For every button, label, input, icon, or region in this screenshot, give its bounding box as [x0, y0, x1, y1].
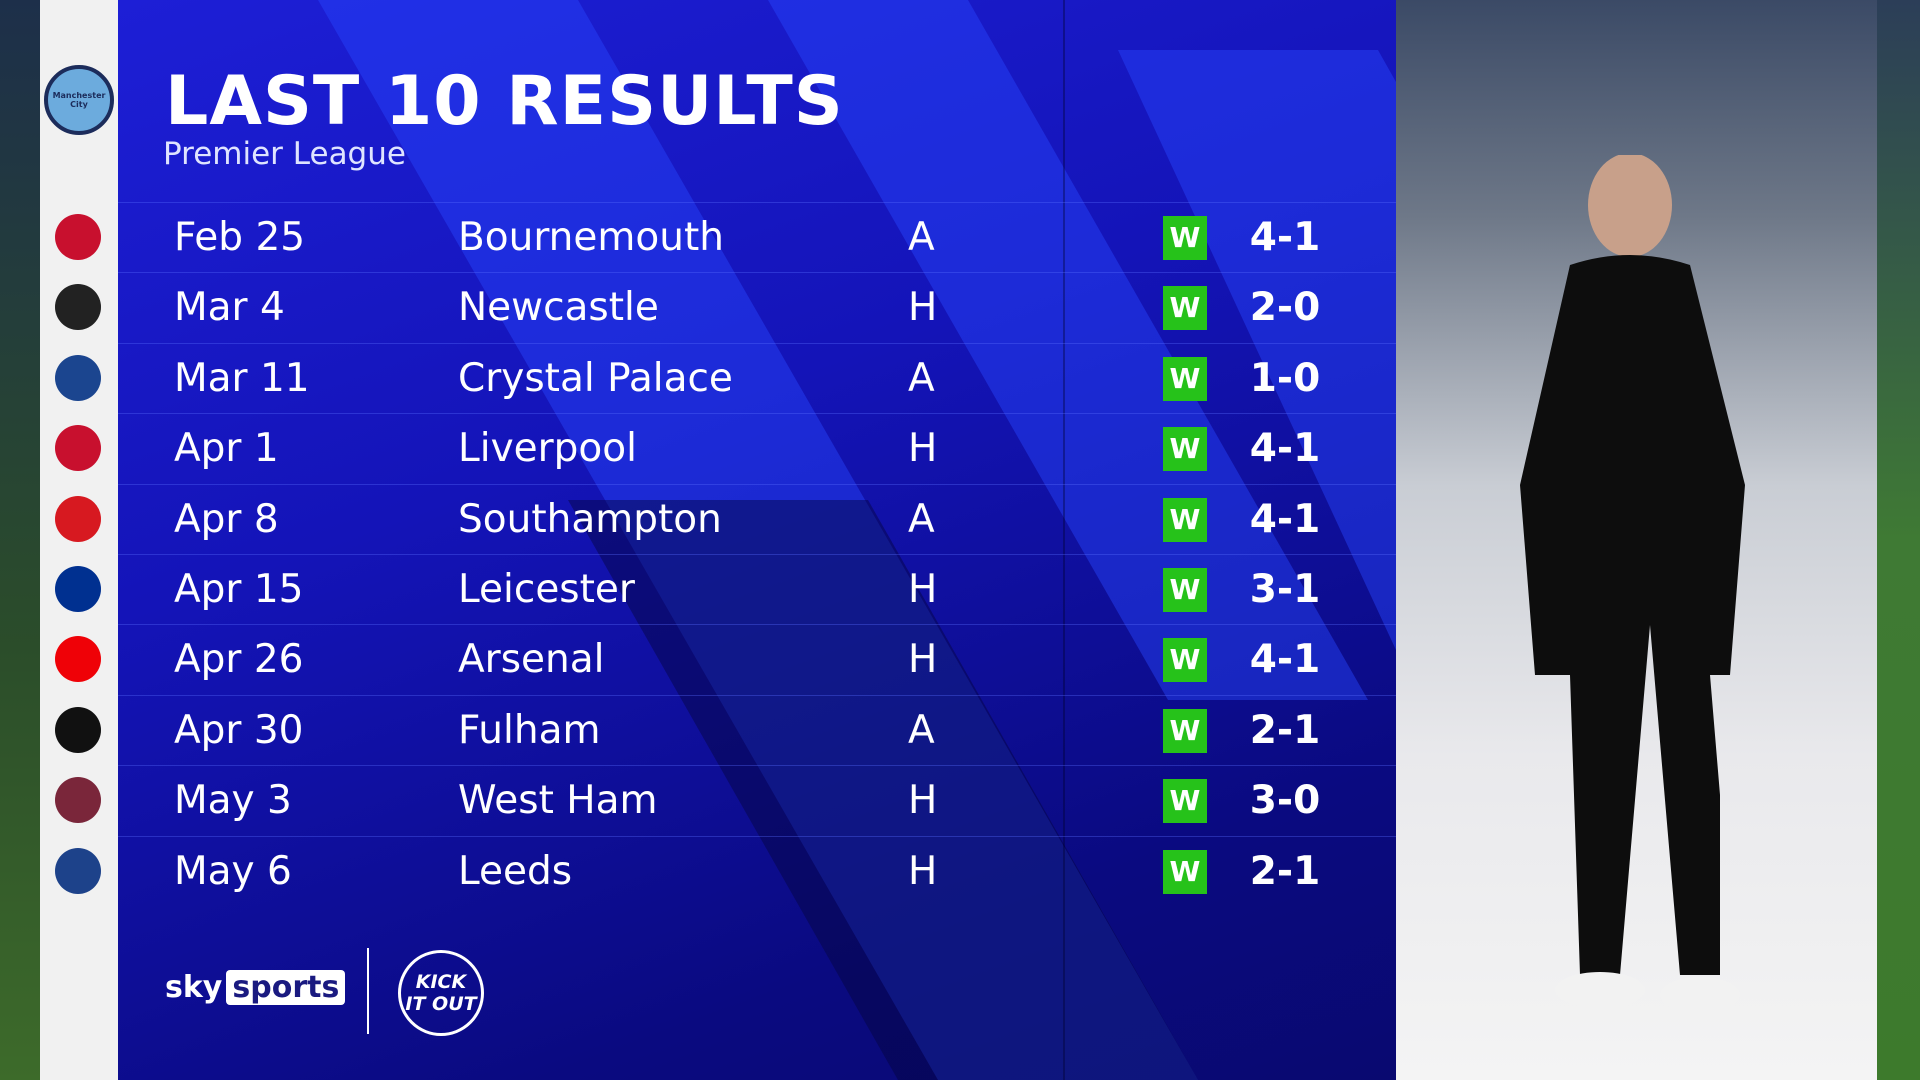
venue: H	[908, 426, 938, 472]
man-city-crest-icon: Manchester City	[44, 65, 114, 135]
page-title: LAST 10 RESULTS	[165, 62, 844, 141]
result-badge: W	[1163, 497, 1207, 542]
result-row: May 6 Leeds H W 2-1	[118, 835, 1396, 906]
match-date: Apr 8	[174, 496, 279, 542]
match-date: Mar 4	[174, 285, 285, 331]
result-row: Apr 15 Leicester H W 3-1	[118, 554, 1396, 624]
result-badge: W	[1163, 427, 1207, 472]
opponent-name: Bournemouth	[458, 215, 724, 260]
opponent-name: West Ham	[458, 778, 658, 824]
opponent-crest-icon	[55, 495, 101, 542]
result-badge: W	[1163, 638, 1207, 683]
result-badge: W	[1163, 216, 1207, 260]
opponent-crest-icon	[55, 284, 101, 331]
venue: A	[908, 355, 935, 401]
result-badge: W	[1163, 849, 1207, 894]
opponent-crest-icon	[55, 214, 101, 260]
sky-sports-logo: sky sports	[165, 970, 346, 1005]
opponent-name: Arsenal	[458, 637, 605, 683]
result-badge: W	[1163, 286, 1207, 331]
score: 3-0	[1249, 778, 1321, 824]
competition-subtitle: Premier League	[163, 136, 406, 172]
result-row: Apr 1 Liverpool H W 4-1	[118, 413, 1396, 483]
manager-photo	[1396, 0, 1877, 1080]
opponent-name: Leeds	[458, 848, 573, 894]
venue: A	[908, 215, 935, 260]
opponent-name: Fulham	[458, 707, 601, 753]
sports-logo-text: sports	[226, 970, 346, 1005]
result-row: Mar 4 Newcastle H W 2-0	[118, 272, 1396, 342]
venue: H	[908, 848, 938, 894]
opponent-crest-icon	[55, 706, 101, 753]
venue: H	[908, 567, 938, 612]
score: 4-1	[1249, 637, 1321, 683]
venue: H	[908, 637, 938, 683]
background-stadium-right	[1877, 0, 1920, 1080]
score: 4-1	[1249, 496, 1321, 542]
divider-line	[1063, 0, 1065, 1080]
background-stadium-left	[0, 0, 40, 1080]
score: 4-1	[1249, 215, 1321, 260]
results-panel	[118, 0, 1396, 1080]
opponent-crest-icon	[55, 636, 101, 683]
result-row: Apr 26 Arsenal H W 4-1	[118, 624, 1396, 694]
opponent-crest-icon	[55, 847, 101, 894]
match-date: Apr 30	[174, 707, 304, 753]
result-row: Apr 30 Fulham A W 2-1	[118, 694, 1396, 765]
manager-figure	[1520, 155, 1745, 1013]
result-badge: W	[1163, 568, 1207, 612]
venue: H	[908, 285, 938, 331]
match-date: Apr 26	[174, 637, 304, 683]
opponent-crest-icon	[55, 566, 101, 612]
result-row: May 3 West Ham H W 3-0	[118, 765, 1396, 835]
match-date: May 6	[174, 848, 292, 894]
match-date: Mar 11	[174, 355, 310, 401]
result-badge: W	[1163, 779, 1207, 824]
background-bands	[318, 0, 1396, 1080]
opponent-name: Newcastle	[458, 285, 659, 331]
logo-divider	[367, 948, 369, 1034]
opponent-name: Southampton	[458, 496, 722, 542]
sky-logo-text: sky	[165, 970, 223, 1005]
result-badge: W	[1163, 708, 1207, 753]
score: 3-1	[1249, 567, 1321, 612]
result-row: Apr 8 Southampton A W 4-1	[118, 483, 1396, 554]
kick-it-out-text: KICK IT OUT	[405, 971, 477, 1015]
match-date: May 3	[174, 778, 292, 824]
kick-it-out-logo: KICK IT OUT	[398, 950, 484, 1036]
venue: A	[908, 496, 935, 542]
score: 4-1	[1249, 426, 1321, 472]
crest-column: Manchester City	[40, 0, 118, 1080]
score: 2-1	[1249, 707, 1321, 753]
opponent-name: Leicester	[458, 567, 635, 612]
result-row: Feb 25 Bournemouth A W 4-1	[118, 202, 1396, 272]
opponent-name: Crystal Palace	[458, 355, 733, 401]
venue: A	[908, 707, 935, 753]
opponent-name: Liverpool	[458, 426, 637, 472]
opponent-crest-icon	[55, 425, 101, 472]
opponent-crest-icon	[55, 777, 101, 824]
venue: H	[908, 778, 938, 824]
score: 1-0	[1249, 355, 1321, 401]
team-name: Manchester City	[52, 91, 106, 109]
match-date: Apr 1	[174, 426, 279, 472]
score: 2-0	[1249, 285, 1321, 331]
score: 2-1	[1249, 848, 1321, 894]
opponent-crest-icon	[55, 354, 101, 401]
result-row: Mar 11 Crystal Palace A W 1-0	[118, 342, 1396, 413]
result-badge: W	[1163, 356, 1207, 401]
match-date: Feb 25	[174, 215, 306, 260]
match-date: Apr 15	[174, 567, 304, 612]
